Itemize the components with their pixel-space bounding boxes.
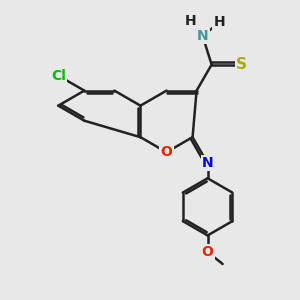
Text: Cl: Cl: [51, 69, 66, 82]
Text: H: H: [185, 14, 197, 28]
Text: S: S: [236, 57, 247, 72]
Text: H: H: [213, 16, 225, 29]
Text: O: O: [160, 145, 172, 159]
Text: O: O: [202, 245, 214, 259]
Text: N: N: [202, 156, 213, 170]
Text: N: N: [197, 29, 208, 43]
